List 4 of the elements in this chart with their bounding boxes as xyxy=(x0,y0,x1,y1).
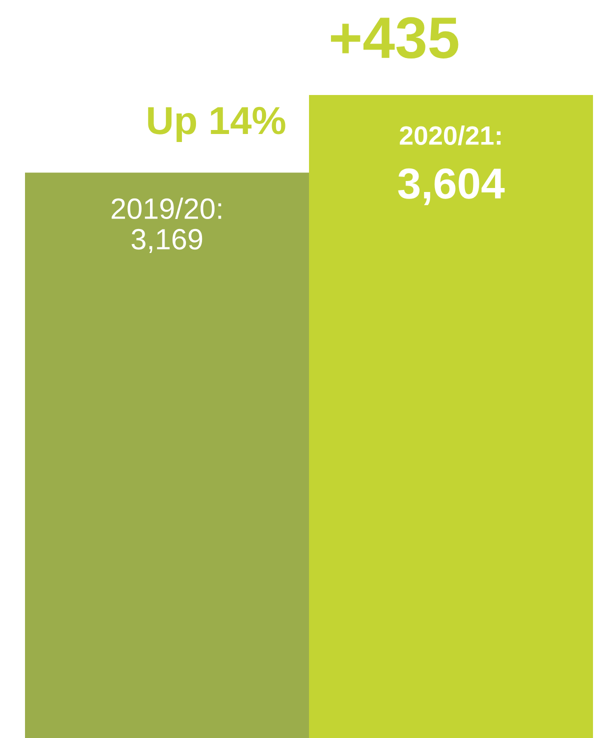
data-label: 2019/20: 3,169 xyxy=(112,198,222,254)
data-label: 2020/21: 3,604 xyxy=(398,126,505,206)
text: +435 xyxy=(330,17,458,59)
annotation: Up 14% xyxy=(148,106,286,142)
